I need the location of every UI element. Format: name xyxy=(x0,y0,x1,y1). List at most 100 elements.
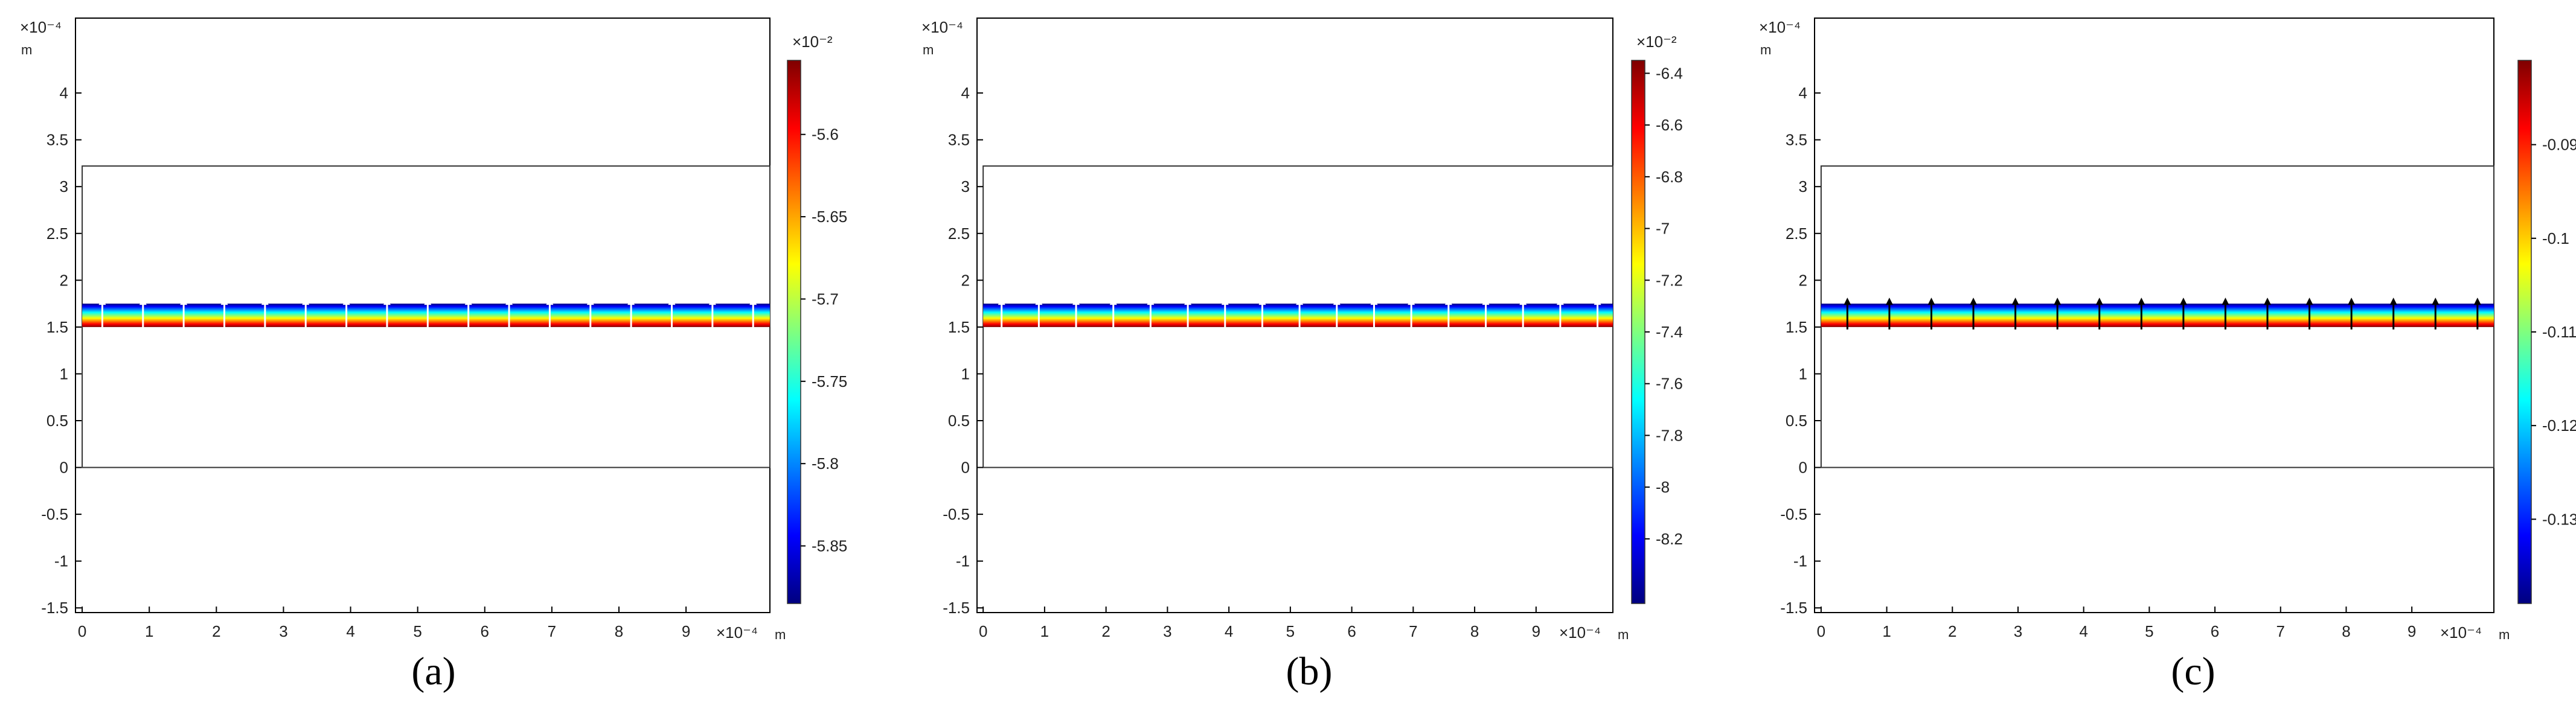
x-multiplier: ×10⁻⁴ xyxy=(716,623,758,642)
field-arrow-head xyxy=(2305,298,2313,305)
y-tick-label: 0.5 xyxy=(948,412,970,430)
y-tick-label: -0.5 xyxy=(1780,505,1807,523)
y-tick-label: -0.5 xyxy=(943,505,970,523)
field-arrow-head xyxy=(998,298,1005,305)
field-band-c xyxy=(1821,304,2494,327)
x-tick-label: 0 xyxy=(979,622,987,640)
field-arrow-head xyxy=(2138,298,2145,305)
field-arrow-head xyxy=(2222,298,2229,305)
y-multiplier: ×10⁻⁴ xyxy=(1759,18,1801,36)
field-arrow-head xyxy=(2095,298,2103,305)
colorbar-tick-label: -0.11 xyxy=(2542,323,2576,341)
field-band-b xyxy=(983,304,1613,327)
y-unit: m xyxy=(923,42,934,57)
field-arrow-head xyxy=(2179,298,2187,305)
y-unit: m xyxy=(1760,42,1771,57)
field-arrow-head xyxy=(1844,298,1851,305)
field-arrow-head xyxy=(1594,298,1601,305)
x-tick-label: 7 xyxy=(2276,622,2285,640)
colorbar-multiplier: ×10⁻² xyxy=(792,33,833,51)
x-tick-label: 1 xyxy=(1040,622,1049,640)
field-arrow-head xyxy=(1184,298,1192,305)
field-arrow-head xyxy=(2264,298,2271,305)
colorbar-tick-label: -7.4 xyxy=(1656,323,1683,341)
colorbar-b xyxy=(1631,60,1645,604)
y-tick-label: -0.5 xyxy=(41,505,68,523)
field-arrow-head xyxy=(180,298,188,305)
field-arrow-head xyxy=(1035,298,1043,305)
x-tick-label: 6 xyxy=(2211,622,2219,640)
field-arrow-head xyxy=(1258,298,1266,305)
colorbar-tick-label: -5.7 xyxy=(812,290,839,308)
field-arrow-head xyxy=(2432,298,2440,305)
y-tick-label: -1.5 xyxy=(943,599,970,617)
x-tick-label: 5 xyxy=(2145,622,2153,640)
x-tick-label: 6 xyxy=(481,622,489,640)
y-unit: m xyxy=(21,42,32,57)
field-arrow-head xyxy=(464,298,472,305)
y-tick-label: 2 xyxy=(961,271,970,289)
colorbar-tick-label: -6.6 xyxy=(1656,116,1683,134)
x-tick-label: 8 xyxy=(2342,622,2350,640)
field-arrow-head xyxy=(139,298,147,305)
colorbar-tick-label: -7 xyxy=(1656,220,1670,238)
panel-label-a: (a) xyxy=(411,649,456,693)
y-tick-label: -1 xyxy=(956,552,970,570)
y-tick-label: -1 xyxy=(1793,552,1807,570)
colorbar-tick-label: -0.12 xyxy=(2542,416,2576,435)
colorbar-tick-label: -5.75 xyxy=(812,372,847,390)
field-arrow-head xyxy=(1370,298,1378,305)
x-tick-label: 3 xyxy=(1163,622,1171,640)
colorbar-tick-label: -7.6 xyxy=(1656,375,1683,393)
x-tick-label: 7 xyxy=(1409,622,1417,640)
x-multiplier: ×10⁻⁴ xyxy=(2440,623,2482,642)
panel-c: 0 1 2 3 4 5 6 7 8 9 ×10⁻⁴ m -1.5 -1 -0.5 0 0.5 1 1.5 2 2.5 3 3… xyxy=(1759,18,2576,642)
x-tick-label: 4 xyxy=(1225,622,1233,640)
x-tick-label: 2 xyxy=(1948,622,1956,640)
x-unit: m xyxy=(775,627,786,642)
field-arrow-head xyxy=(1333,298,1341,305)
y-tick-label: 1.5 xyxy=(46,318,68,336)
y-tick-label: 0 xyxy=(1799,459,1807,477)
y-tick-label: -1.5 xyxy=(41,599,68,617)
x-unit: m xyxy=(2499,627,2510,642)
y-tick-label: 3 xyxy=(60,177,68,196)
field-arrow-head xyxy=(2348,298,2356,305)
field-arrow-head xyxy=(1519,298,1527,305)
y-tick-label: 2.5 xyxy=(46,225,68,243)
field-arrow-head xyxy=(1482,298,1490,305)
field-arrow-head xyxy=(1109,298,1117,305)
y-tick-label: 4 xyxy=(961,84,970,102)
y-tick-label: -1 xyxy=(54,552,68,570)
field-arrow-head xyxy=(749,298,757,305)
field-arrow-head xyxy=(505,298,513,305)
x-tick-label: 2 xyxy=(212,622,220,640)
field-arrow-head xyxy=(1927,298,1935,305)
x-tick-label: 6 xyxy=(1347,622,1356,640)
colorbar-tick-label: -8 xyxy=(1656,478,1670,496)
panel-label-c: (c) xyxy=(2171,649,2216,693)
panel-a: 0 1 2 3 4 5 6 7 8 9 ×10⁻⁴ m -1.5 -1 -0.5 0 0.5 1 1.5 2 2.5 3 3… xyxy=(20,18,847,642)
field-arrow-head xyxy=(1970,298,1978,305)
field-arrow-head xyxy=(627,298,635,305)
colorbar-tick-label: -5.8 xyxy=(812,454,839,473)
y-tick-label: 3 xyxy=(961,177,970,196)
colorbar-a xyxy=(787,60,801,604)
colorbar-multiplier: ×10⁻² xyxy=(1636,33,1677,51)
colorbar-tick-label: -0.13 xyxy=(2542,510,2576,528)
x-tick-label: 0 xyxy=(1817,622,1825,640)
x-tick-label: 3 xyxy=(2014,622,2022,640)
colorbar-c xyxy=(2517,60,2532,604)
field-arrow-head xyxy=(1147,298,1155,305)
y-tick-label: -1.5 xyxy=(1780,599,1807,617)
field-arrow-head xyxy=(1072,298,1080,305)
colorbar-tick-label: -0.09 xyxy=(2542,136,2576,154)
y-tick-label: 2 xyxy=(60,271,68,289)
field-arrow-head xyxy=(424,298,432,305)
x-unit: m xyxy=(1618,627,1629,642)
field-arrow-head xyxy=(586,298,594,305)
y-tick-label: 1 xyxy=(60,365,68,383)
x-tick-label: 3 xyxy=(279,622,287,640)
field-arrow-head xyxy=(2473,298,2481,305)
